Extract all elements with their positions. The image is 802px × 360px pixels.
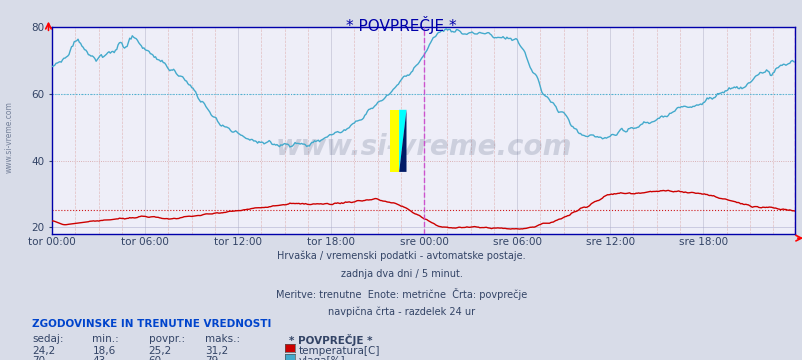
- Text: povpr.:: povpr.:: [148, 334, 184, 344]
- Text: 60: 60: [148, 356, 161, 360]
- Text: 43: 43: [92, 356, 106, 360]
- Text: Hrvaška / vremenski podatki - avtomatske postaje.: Hrvaška / vremenski podatki - avtomatske…: [277, 250, 525, 261]
- Text: 31,2: 31,2: [205, 346, 228, 356]
- Text: navpična črta - razdelek 24 ur: navpična črta - razdelek 24 ur: [327, 306, 475, 317]
- Text: * POVPREČJE *: * POVPREČJE *: [346, 16, 456, 34]
- Text: 18,6: 18,6: [92, 346, 115, 356]
- Text: 79: 79: [205, 356, 218, 360]
- Text: vlaga[%]: vlaga[%]: [298, 356, 345, 360]
- Text: 25,2: 25,2: [148, 346, 172, 356]
- Text: zadnja dva dni / 5 minut.: zadnja dva dni / 5 minut.: [340, 269, 462, 279]
- Polygon shape: [399, 110, 406, 172]
- Text: www.si-vreme.com: www.si-vreme.com: [275, 133, 571, 161]
- Text: 70: 70: [32, 356, 45, 360]
- Text: ZGODOVINSKE IN TRENUTNE VREDNOSTI: ZGODOVINSKE IN TRENUTNE VREDNOSTI: [32, 319, 271, 329]
- Text: www.si-vreme.com: www.si-vreme.com: [5, 101, 14, 173]
- Text: sedaj:: sedaj:: [32, 334, 63, 344]
- Text: maks.:: maks.:: [205, 334, 240, 344]
- Bar: [390, 110, 399, 172]
- Polygon shape: [399, 110, 406, 172]
- Text: * POVPREČJE *: * POVPREČJE *: [289, 334, 372, 346]
- Text: Meritve: trenutne  Enote: metrične  Črta: povprečje: Meritve: trenutne Enote: metrične Črta: …: [276, 288, 526, 300]
- Text: min.:: min.:: [92, 334, 119, 344]
- Text: temperatura[C]: temperatura[C]: [298, 346, 379, 356]
- Text: 24,2: 24,2: [32, 346, 55, 356]
